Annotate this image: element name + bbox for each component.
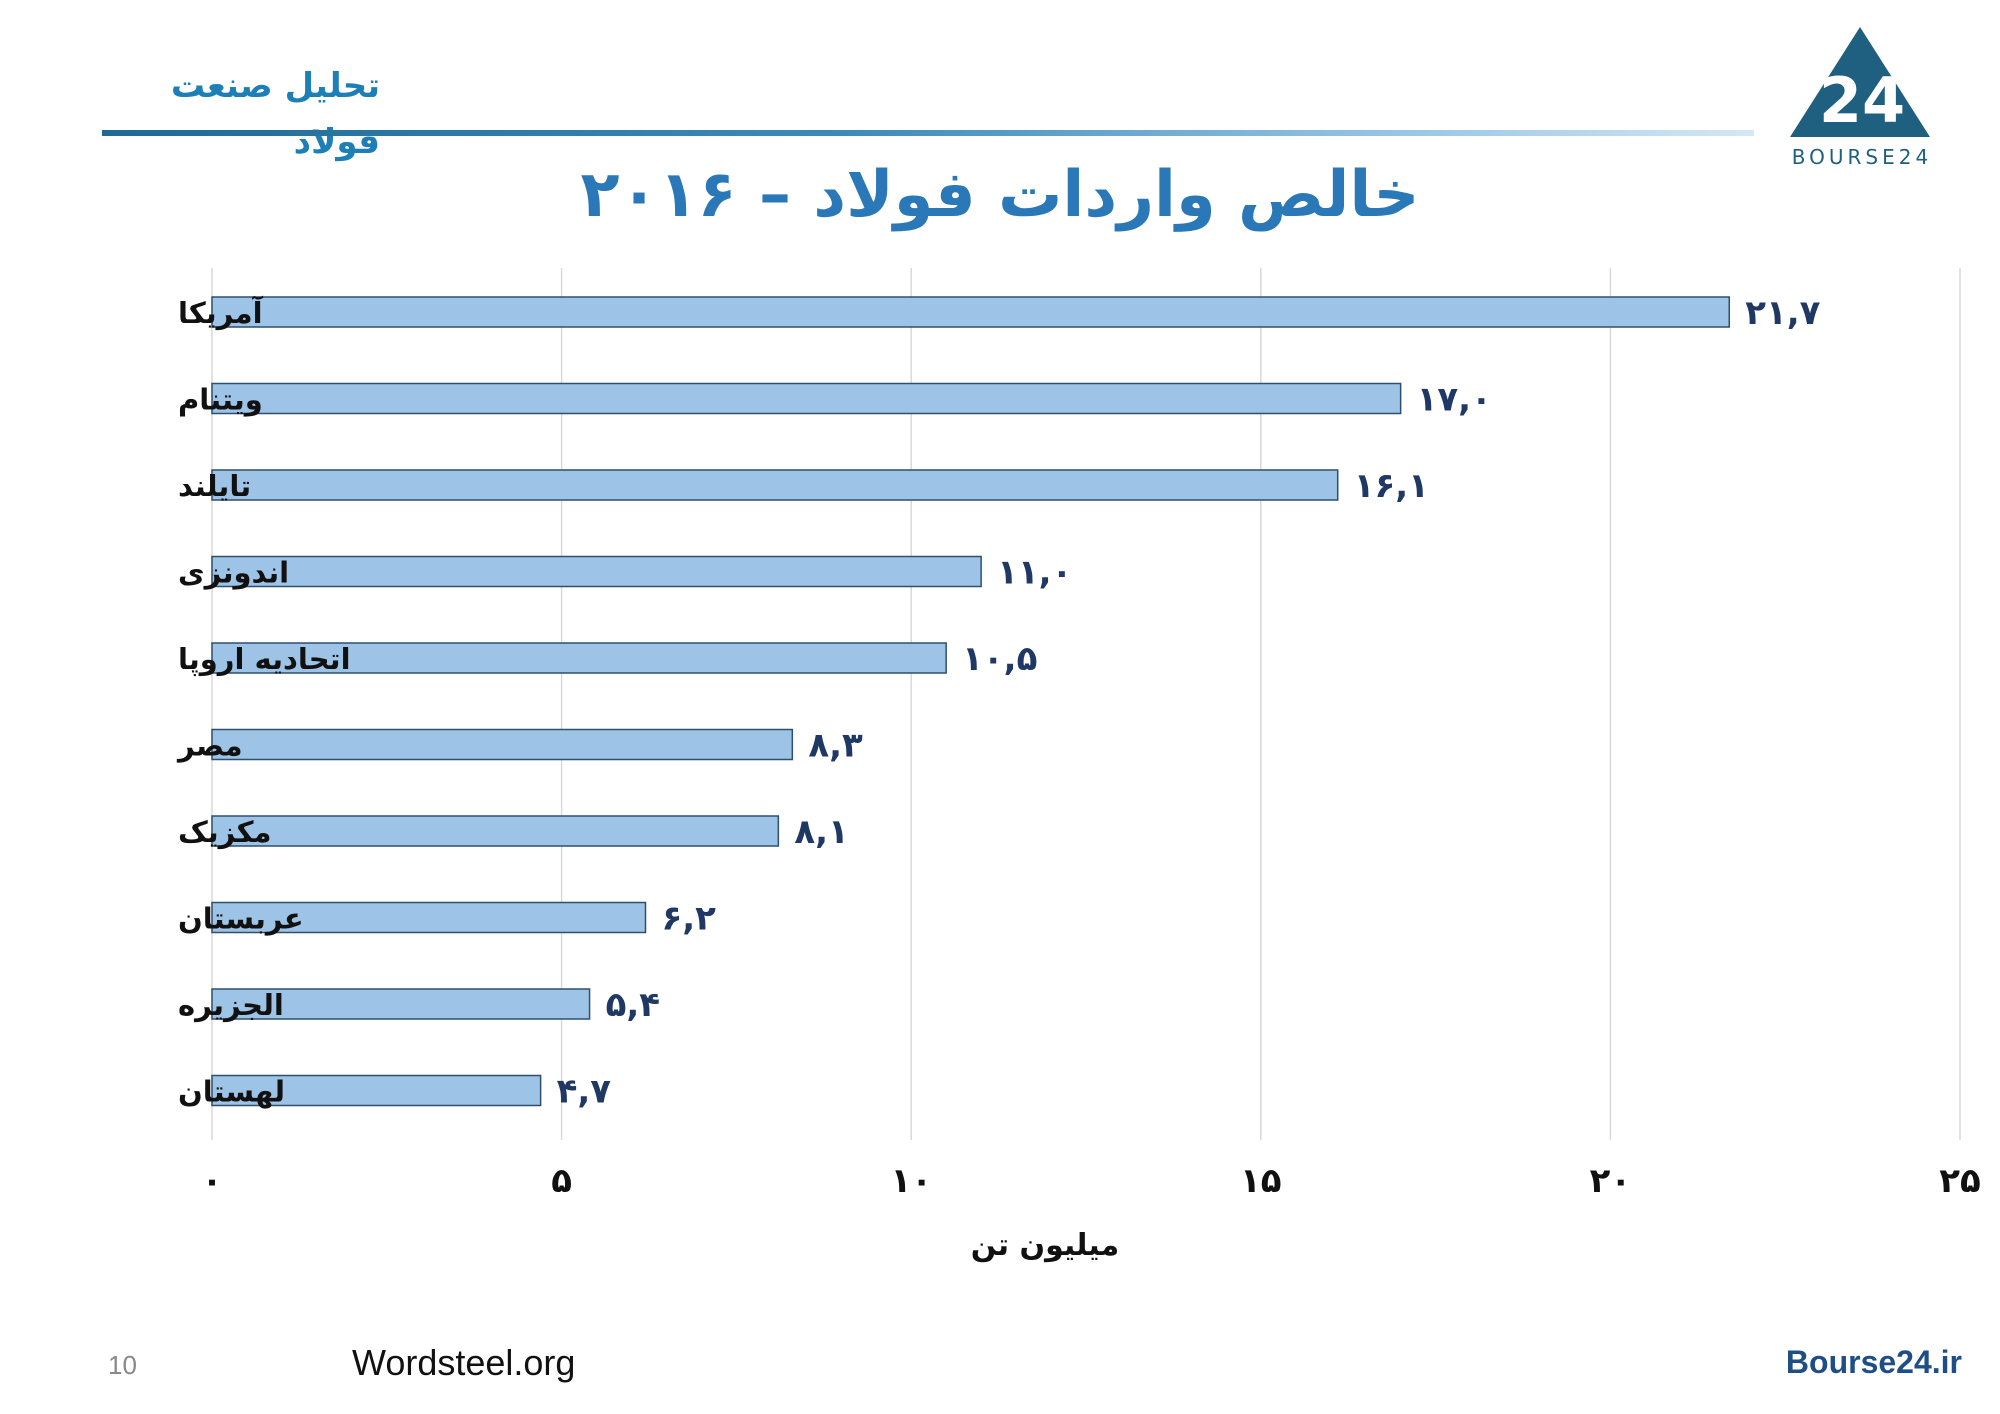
bar bbox=[211, 642, 947, 674]
data-label: ۸,۱ bbox=[794, 812, 848, 852]
data-label: ۲۱,۷ bbox=[1745, 293, 1820, 333]
data-label: ۱۱,۰ bbox=[997, 553, 1072, 593]
logo-mark: 24 bbox=[1819, 64, 1905, 137]
site-label: Bourse24.ir bbox=[1785, 1344, 1962, 1380]
page-number: 10 bbox=[108, 1350, 137, 1380]
bar bbox=[211, 382, 1402, 415]
bar bbox=[211, 728, 794, 761]
data-label: ۸,۳ bbox=[808, 726, 863, 766]
bar bbox=[211, 901, 647, 934]
category-label: ویتنام bbox=[178, 383, 263, 417]
x-tick-label: ۱۰ bbox=[890, 1161, 932, 1201]
source-label: Wordsteel.org bbox=[352, 1342, 576, 1383]
header-rule bbox=[102, 130, 1754, 136]
bourse24-logo: 24 BOURSE24 bbox=[1780, 22, 1950, 172]
bar bbox=[211, 1074, 542, 1107]
data-label: ۱۷,۰ bbox=[1417, 380, 1492, 420]
category-label: اتحادیه اروپا bbox=[178, 642, 351, 677]
x-axis-label: میلیون تن bbox=[971, 1228, 1119, 1263]
bar-chart: ۰ ۵ ۱۰ ۱۵ ۲۰ ۲۵ ۲۱,۷ آمریکا ۱۷,۰ ویتنام ۱۶,۱ تایلند… bbox=[176, 268, 1981, 1263]
category-label: مصر bbox=[176, 729, 243, 763]
x-tick-label: ۲۰ bbox=[1590, 1161, 1632, 1201]
category-label: لهستان bbox=[178, 1075, 285, 1109]
category-label: عربستان bbox=[178, 902, 304, 936]
x-tick-label: ۲۵ bbox=[1939, 1161, 1981, 1201]
x-tick-label: ۵ bbox=[551, 1161, 572, 1201]
bar bbox=[211, 815, 780, 847]
x-tick-label: ۱۵ bbox=[1240, 1161, 1282, 1201]
category-label: تایلند bbox=[178, 469, 251, 503]
category-label: مکزیک bbox=[178, 815, 271, 849]
x-tick-label: ۰ bbox=[202, 1161, 223, 1201]
data-label: ۵,۴ bbox=[606, 985, 660, 1025]
bar bbox=[211, 555, 982, 588]
bar bbox=[211, 988, 591, 1020]
logo-triangle-icon bbox=[1790, 27, 1930, 137]
logo-text: BOURSE24 bbox=[1792, 145, 1932, 169]
data-label: ۶,۲ bbox=[662, 899, 717, 939]
data-label: ۱۰,۵ bbox=[962, 639, 1037, 679]
category-label: اندونزی bbox=[178, 556, 289, 590]
header-title: تحلیل صنعت فولاد bbox=[170, 66, 380, 162]
chart-title: خالص واردات فولاد – ۲۰۱۶ bbox=[580, 158, 1420, 232]
bar bbox=[211, 469, 1339, 501]
label-layer: ۰ ۵ ۱۰ ۱۵ ۲۰ ۲۵ ۲۱,۷ آمریکا ۱۷,۰ ویتنام ۱۶,۱ تایلند… bbox=[176, 293, 1981, 1201]
bar bbox=[211, 296, 1731, 328]
data-label: ۴,۷ bbox=[557, 1072, 612, 1112]
category-label: الجزیره bbox=[178, 988, 284, 1022]
bar-layer bbox=[211, 296, 1731, 1107]
category-label: آمریکا bbox=[178, 295, 264, 330]
data-label: ۱۶,۱ bbox=[1354, 466, 1429, 506]
